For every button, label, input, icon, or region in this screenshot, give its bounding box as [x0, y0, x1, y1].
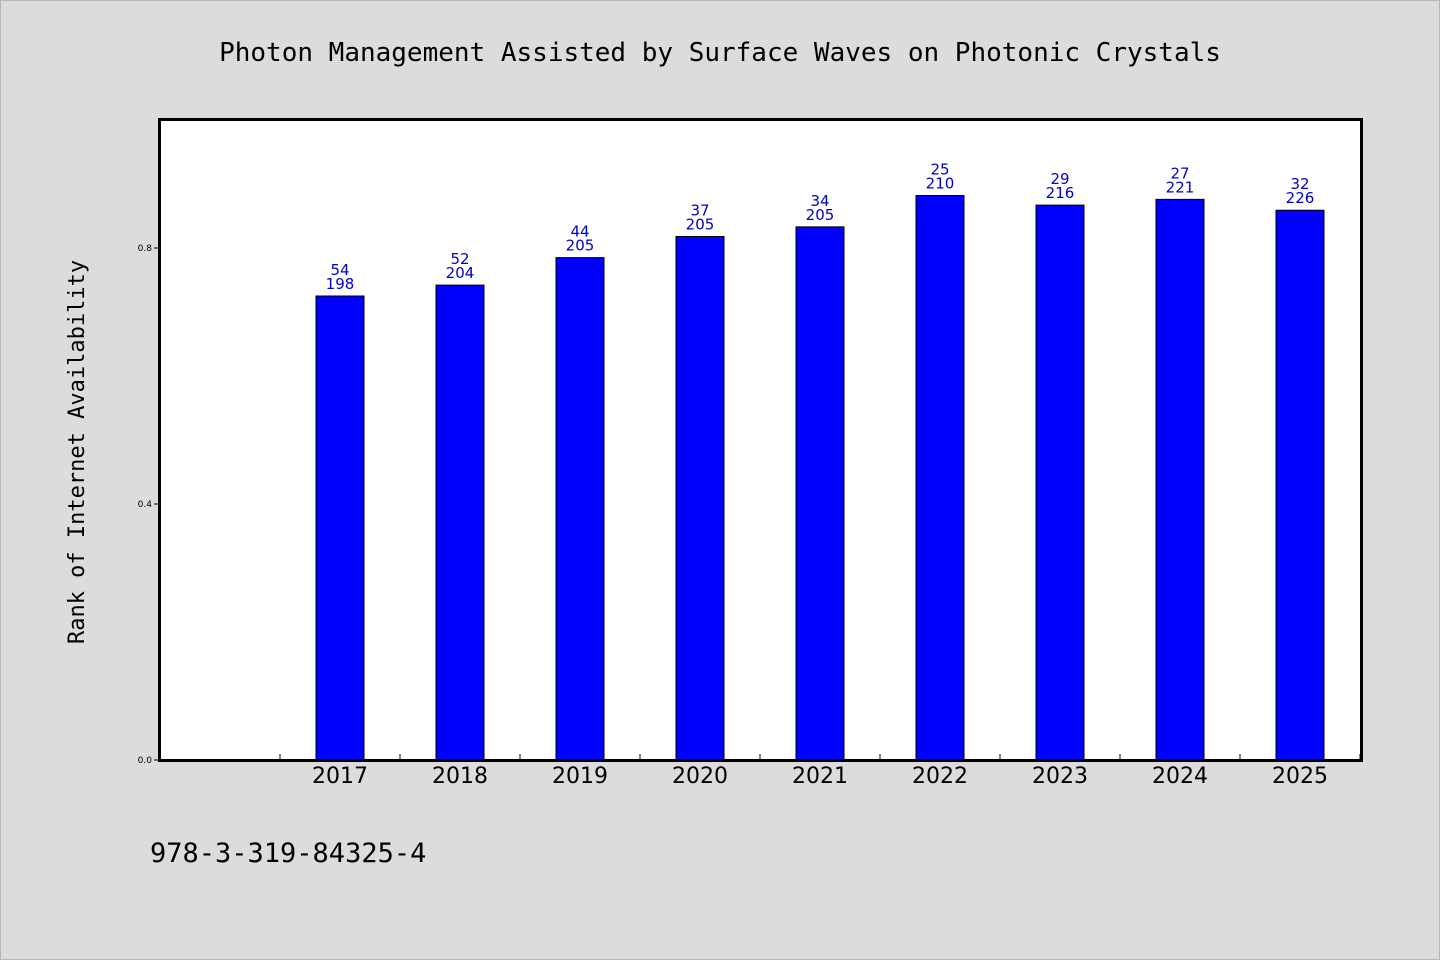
bar-2019 [555, 257, 605, 761]
bar-label-bottom: 198 [326, 275, 355, 293]
bar-label-top: 34 [810, 192, 829, 210]
bar-2021 [795, 226, 845, 761]
y-axis-label: Rank of Internet Availability [65, 260, 90, 644]
x-tick-label: 2020 [672, 764, 728, 789]
chart-title: Photon Management Assisted by Surface Wa… [219, 38, 1221, 68]
bar-series [315, 195, 1325, 761]
bar-2025 [1275, 209, 1325, 761]
bar-label-top: 32 [1290, 175, 1309, 193]
y-axis: 0.0 0.4 0.8 [138, 244, 160, 766]
x-tick-label: 2017 [312, 764, 368, 789]
bar-label-top: 29 [1050, 170, 1069, 188]
bar-label-bottom: 205 [806, 206, 835, 224]
bar-2020 [675, 235, 725, 761]
bar-2018 [435, 284, 485, 761]
bar-label-top: 27 [1170, 164, 1189, 182]
x-tick-label: 2018 [432, 764, 488, 789]
bar-label-top: 54 [330, 261, 349, 279]
bar-2017 [315, 295, 365, 761]
y-tick-label: 0.4 [138, 500, 153, 510]
bar-label-bottom: 210 [926, 175, 955, 193]
bar-label-top: 44 [570, 223, 589, 241]
bar-2024 [1155, 198, 1205, 761]
bar-label-bottom: 205 [686, 215, 715, 233]
x-axis: 2017 2018 2019 2020 2021 2022 2023 2024 2025 [279, 754, 1361, 789]
bar-label-bottom: 204 [446, 264, 475, 282]
bar-label-top: 52 [450, 250, 469, 268]
y-tick-label: 0.0 [138, 756, 153, 766]
x-tick-label: 2023 [1032, 764, 1088, 789]
bar-label-top: 25 [930, 161, 949, 179]
bar-2023 [1035, 204, 1085, 761]
bar-label-top: 37 [690, 201, 709, 219]
x-tick-label: 2022 [912, 764, 968, 789]
x-tick-label: 2024 [1152, 764, 1208, 789]
bar-label-bottom: 205 [566, 237, 595, 255]
bar-label-bottom: 221 [1166, 178, 1195, 196]
y-tick-label: 0.8 [138, 244, 153, 254]
plot-border [158, 118, 1363, 762]
x-tick-label: 2025 [1272, 764, 1328, 789]
x-tick-label: 2021 [792, 764, 848, 789]
isbn-footer: 978-3-319-84325-4 [150, 838, 426, 869]
x-tick-label: 2019 [552, 764, 608, 789]
bar-label-bottom: 226 [1286, 189, 1315, 207]
bar-label-bottom: 216 [1046, 184, 1075, 202]
bar-2022 [915, 195, 965, 761]
